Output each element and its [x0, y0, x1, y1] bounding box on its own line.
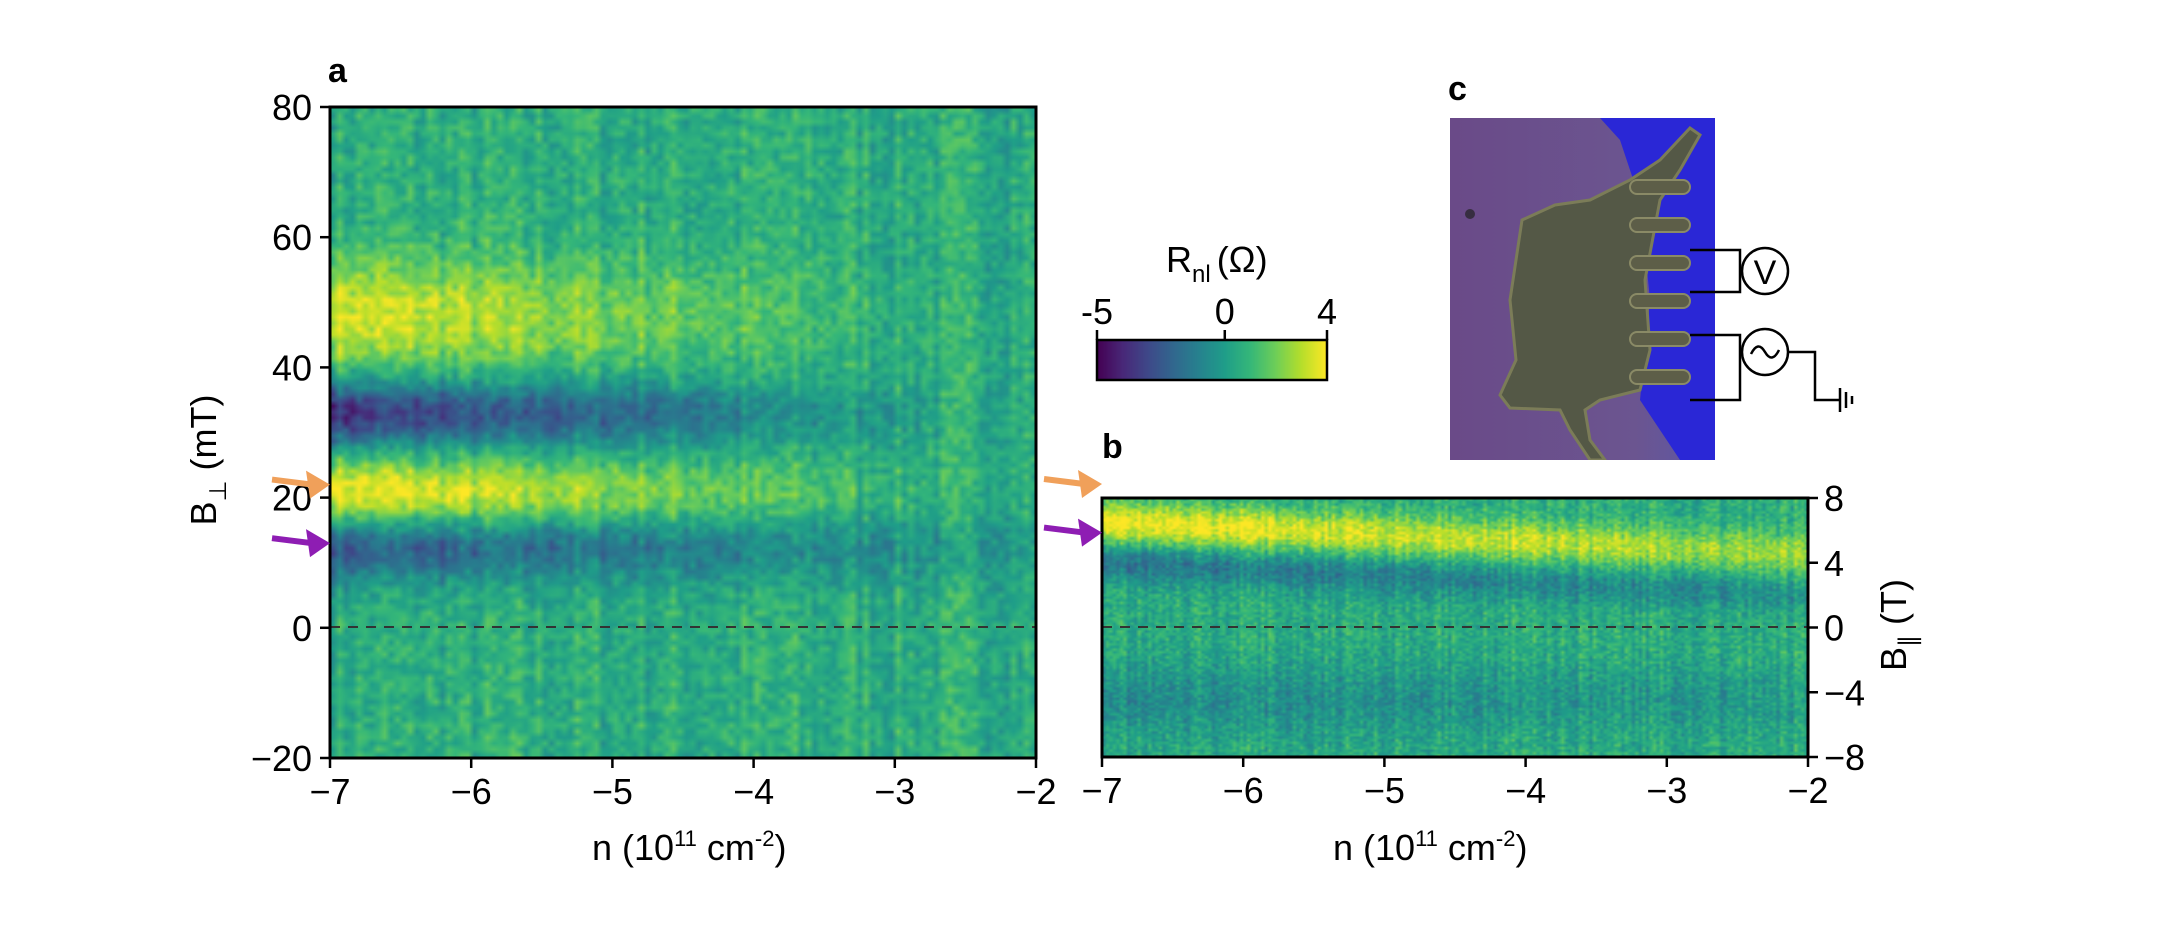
- arrow-shaft: [271, 535, 313, 547]
- y-tick-label: −8: [1824, 737, 1865, 778]
- source-wires: [1690, 333, 1742, 402]
- axes-b: −7 −6 −5 −4 −3 −2 8 4 0 −4 −8: [1081, 478, 1865, 811]
- colorbar-tick-label: -5: [1081, 291, 1113, 332]
- arrow-markers: [271, 470, 1102, 558]
- x-tick-label: −4: [733, 771, 774, 812]
- x-tick-label: −3: [874, 771, 915, 812]
- xlabel-a: n (1011 cm-2): [592, 826, 786, 868]
- heatmap-b: [1100, 496, 1810, 759]
- x-tick-label: −6: [451, 771, 492, 812]
- x-tick-label: −2: [1787, 770, 1828, 811]
- colorbar-frame: [1095, 338, 1329, 382]
- flake: [1498, 126, 1702, 460]
- voltmeter-symbol: V: [1754, 254, 1777, 292]
- heatmap-a-image: [330, 107, 1036, 758]
- colorbar-gradient: [1097, 340, 1327, 380]
- arrow-head: [1078, 518, 1102, 547]
- voltmeter-icon: [1740, 246, 1790, 296]
- y-tick-label: 80: [272, 87, 312, 128]
- x-tick-label: −4: [1505, 770, 1546, 811]
- heatmap-a: [328, 105, 1038, 760]
- colorbar-label: Rnl (Ω): [1166, 239, 1268, 288]
- ylabel-a: B⊥ (mT): [183, 395, 232, 526]
- x-tick-label: −7: [309, 771, 350, 812]
- x-tick-label: −3: [1646, 770, 1687, 811]
- voltmeter-wires: [1690, 248, 1742, 294]
- xlabel-b: n (1011 cm-2): [1333, 826, 1527, 868]
- arrow-head: [1078, 470, 1102, 498]
- arrow-shaft: [271, 476, 313, 488]
- x-tick-label: −5: [592, 771, 633, 812]
- ac-source-sine: [1749, 345, 1781, 359]
- arrow-head: [306, 529, 330, 558]
- contact-fingers: [1629, 179, 1691, 385]
- dust-particle: [1465, 209, 1475, 219]
- x-tick-label: −5: [1364, 770, 1405, 811]
- y-tick-label: −20: [251, 738, 312, 779]
- arrow-head: [306, 470, 330, 499]
- arrow-shaft: [1043, 524, 1085, 536]
- panel-c-letter: c: [1448, 70, 1467, 108]
- y-tick-label: 0: [292, 608, 312, 649]
- device-micrograph: V: [1450, 118, 1854, 460]
- colorbar-tick-label: 0: [1215, 291, 1235, 332]
- arrow-shaft: [1043, 476, 1085, 487]
- y-tick-label: 8: [1824, 478, 1844, 519]
- panel-a-letter: a: [328, 52, 348, 90]
- y-tick-label: 4: [1824, 543, 1844, 584]
- colorbar-tick-label: 4: [1317, 291, 1337, 332]
- x-tick-label: −7: [1081, 770, 1122, 811]
- colorbar-ticks: -5 0 4: [1081, 291, 1337, 340]
- ylabel-b: B∥ (T): [1873, 579, 1922, 671]
- y-tick-label: 0: [1824, 608, 1844, 649]
- y-tick-label: 40: [272, 347, 312, 388]
- x-tick-label: −2: [1015, 771, 1056, 812]
- panel-b-letter: b: [1102, 428, 1123, 466]
- y-tick-label: 60: [272, 217, 312, 258]
- y-tick-label: −4: [1824, 672, 1865, 713]
- frame-a: [328, 105, 1038, 760]
- x-tick-label: −6: [1223, 770, 1264, 811]
